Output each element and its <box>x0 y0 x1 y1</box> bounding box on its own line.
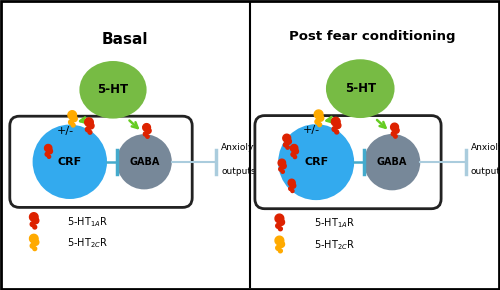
Text: Anxiolytic: Anxiolytic <box>221 143 266 152</box>
Polygon shape <box>394 128 399 133</box>
Text: +/-: +/- <box>302 125 320 135</box>
Polygon shape <box>283 134 290 142</box>
Polygon shape <box>394 135 397 138</box>
Polygon shape <box>278 219 284 225</box>
Polygon shape <box>48 155 50 158</box>
Polygon shape <box>390 123 398 131</box>
Polygon shape <box>72 123 75 127</box>
Polygon shape <box>314 110 323 119</box>
Circle shape <box>116 134 172 189</box>
Text: 5-HT$_{1A}$R: 5-HT$_{1A}$R <box>314 217 354 230</box>
Text: GABA: GABA <box>129 157 160 167</box>
Polygon shape <box>286 139 292 144</box>
Polygon shape <box>288 179 295 186</box>
Polygon shape <box>294 155 296 159</box>
Polygon shape <box>318 115 324 121</box>
Polygon shape <box>290 144 298 152</box>
Polygon shape <box>290 183 296 188</box>
Polygon shape <box>276 223 280 228</box>
Polygon shape <box>332 127 337 132</box>
Text: GABA: GABA <box>377 157 408 167</box>
Polygon shape <box>275 214 284 223</box>
Polygon shape <box>84 118 94 126</box>
Polygon shape <box>278 249 282 253</box>
Polygon shape <box>30 222 35 226</box>
Polygon shape <box>335 130 338 134</box>
Polygon shape <box>275 236 284 245</box>
Polygon shape <box>146 128 151 133</box>
Text: Post fear conditioning: Post fear conditioning <box>289 30 456 43</box>
Polygon shape <box>286 146 290 149</box>
Circle shape <box>32 125 107 199</box>
FancyBboxPatch shape <box>10 116 192 207</box>
Polygon shape <box>293 148 298 154</box>
Polygon shape <box>278 227 282 231</box>
Polygon shape <box>47 148 52 154</box>
Text: 5-HT: 5-HT <box>344 82 376 95</box>
Polygon shape <box>318 123 322 127</box>
Text: CRF: CRF <box>304 157 328 167</box>
Polygon shape <box>144 132 148 136</box>
Polygon shape <box>284 143 288 147</box>
Text: 5-HT$_{2C}$R: 5-HT$_{2C}$R <box>314 239 355 252</box>
Polygon shape <box>392 132 396 136</box>
FancyBboxPatch shape <box>255 116 441 209</box>
Polygon shape <box>30 243 35 248</box>
Polygon shape <box>44 144 52 152</box>
Polygon shape <box>315 119 320 124</box>
Polygon shape <box>291 152 295 157</box>
Polygon shape <box>32 239 39 245</box>
Ellipse shape <box>80 61 146 119</box>
Polygon shape <box>68 120 73 125</box>
Text: outputs: outputs <box>221 167 256 176</box>
Polygon shape <box>281 163 286 169</box>
Polygon shape <box>143 124 150 131</box>
Text: 5-HT$_{2C}$R: 5-HT$_{2C}$R <box>68 237 108 250</box>
Polygon shape <box>33 225 36 229</box>
Polygon shape <box>291 189 294 193</box>
Text: +/-: +/- <box>56 126 74 136</box>
Polygon shape <box>32 218 39 224</box>
Polygon shape <box>276 245 280 250</box>
Polygon shape <box>71 115 77 122</box>
Polygon shape <box>33 247 36 251</box>
Text: 5-HT$_{1A}$R: 5-HT$_{1A}$R <box>68 215 108 229</box>
Polygon shape <box>86 127 90 132</box>
Polygon shape <box>332 117 340 126</box>
Polygon shape <box>45 152 49 156</box>
Polygon shape <box>281 170 284 173</box>
Polygon shape <box>68 111 76 119</box>
Polygon shape <box>334 122 341 128</box>
Polygon shape <box>30 213 38 221</box>
Polygon shape <box>146 135 149 138</box>
Circle shape <box>364 134 420 190</box>
Polygon shape <box>88 123 94 129</box>
Text: outputs: outputs <box>470 167 500 176</box>
Circle shape <box>278 124 354 200</box>
Polygon shape <box>278 241 284 247</box>
Polygon shape <box>88 130 92 134</box>
Text: Anxiolytic: Anxiolytic <box>470 143 500 152</box>
Ellipse shape <box>326 59 394 118</box>
Text: 5-HT: 5-HT <box>98 83 128 96</box>
Polygon shape <box>288 187 292 191</box>
Text: Basal: Basal <box>102 32 148 47</box>
Text: -: - <box>390 121 394 135</box>
Polygon shape <box>278 159 285 167</box>
Polygon shape <box>279 167 283 171</box>
Polygon shape <box>30 234 38 243</box>
Text: CRF: CRF <box>58 157 82 167</box>
Text: -: - <box>142 121 146 135</box>
